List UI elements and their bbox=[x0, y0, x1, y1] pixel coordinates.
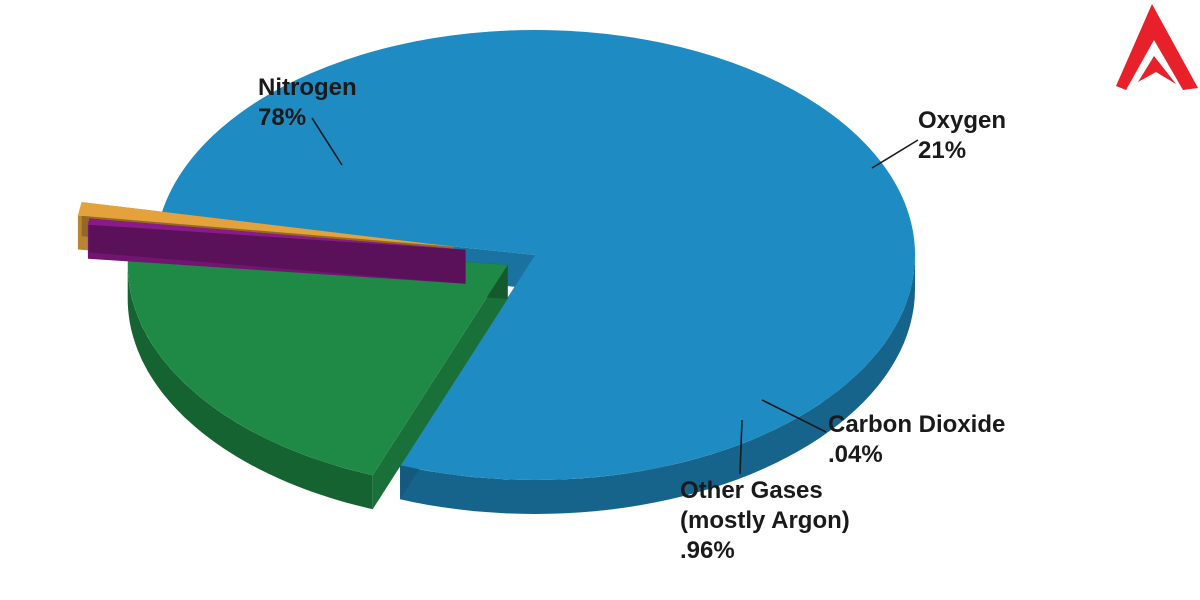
logo-outer-shape bbox=[1116, 4, 1198, 90]
labels-layer: Nitrogen 78% Oxygen 21%Carbon Dioxide .04%Ot… bbox=[258, 74, 1006, 564]
slice-side-nitrogen bbox=[400, 255, 916, 514]
leader-line-carbon-dioxide bbox=[761, 399, 827, 433]
slice-top-oxygen bbox=[127, 239, 508, 476]
slice-label-other-gases-mostly-argon: Other Gases (mostly Argon) .96% bbox=[680, 477, 850, 564]
slice-label-line: 78% bbox=[258, 104, 306, 131]
slice-label-line: 21% bbox=[918, 137, 966, 164]
slice-label-carbon-dioxide: Carbon Dioxide .04% bbox=[828, 411, 1005, 468]
slice-label-line: Other Gases bbox=[680, 477, 823, 504]
slice-label-nitrogen: Nitrogen 78% bbox=[258, 74, 357, 131]
slice-top-other-gases-mostly-argon bbox=[77, 202, 455, 247]
leaders-layer bbox=[311, 117, 919, 475]
slice-cut-oxygen bbox=[372, 264, 508, 510]
slice-label-line: (mostly Argon) bbox=[680, 507, 850, 534]
slice-label-line: Oxygen bbox=[918, 107, 1006, 134]
slice-label-line: .04% bbox=[828, 441, 883, 468]
leader-line-other-gases-mostly-argon bbox=[739, 419, 743, 475]
leader-line-nitrogen bbox=[311, 117, 343, 166]
leader-line-oxygen bbox=[871, 139, 919, 169]
slice-cut-carbon-dioxide bbox=[89, 218, 466, 284]
slice-label-line: .96% bbox=[680, 537, 735, 564]
slice-side-oxygen bbox=[127, 264, 373, 510]
slice-label-oxygen: Oxygen 21% bbox=[918, 107, 1006, 164]
logo-inner-shape bbox=[1138, 56, 1176, 84]
slice-label-line: Nitrogen bbox=[258, 74, 357, 101]
slice-top-nitrogen bbox=[160, 29, 916, 480]
slice-label-line: Carbon Dioxide bbox=[828, 411, 1005, 438]
adda-logo-icon bbox=[1116, 4, 1198, 90]
slice-top-carbon-dioxide bbox=[87, 218, 466, 250]
slices-layer bbox=[77, 29, 916, 514]
slice-carbon-dioxide bbox=[87, 218, 466, 284]
